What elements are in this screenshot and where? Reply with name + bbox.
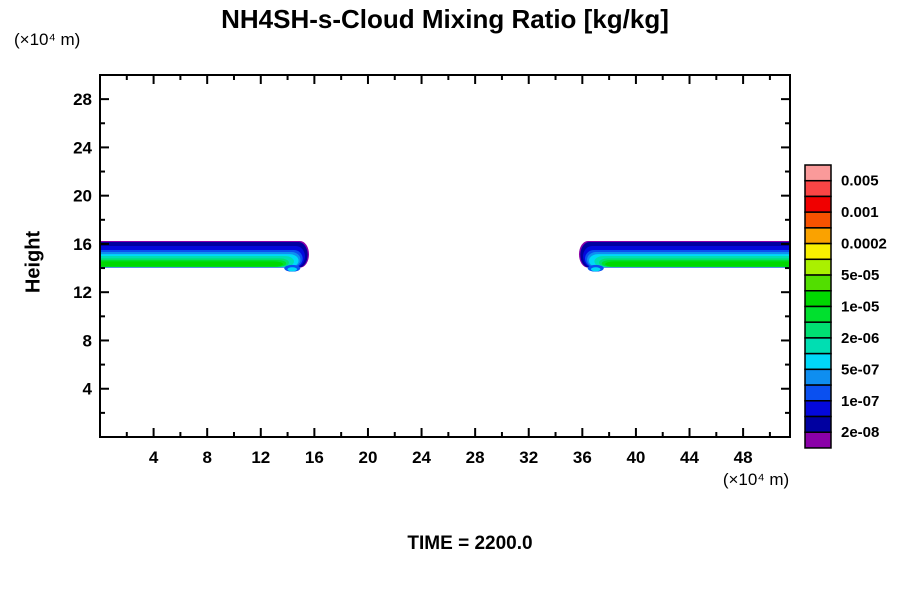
x-tick-label: 8 bbox=[202, 448, 211, 467]
colorbar-label: 5e-05 bbox=[841, 267, 879, 284]
cloud-band-hook-core bbox=[287, 267, 298, 272]
colorbar-label: 5e-07 bbox=[841, 361, 879, 378]
colorbar-box bbox=[804, 179, 832, 198]
x-tick-label: 40 bbox=[626, 448, 645, 467]
colorbar-box bbox=[804, 211, 832, 229]
plot-frame bbox=[99, 74, 791, 438]
colorbar-label: 0.0002 bbox=[841, 236, 887, 253]
colorbar-box bbox=[804, 415, 832, 433]
y-tick-label: 28 bbox=[73, 90, 92, 109]
colorbar-box bbox=[804, 290, 832, 308]
colorbar-box bbox=[804, 274, 832, 292]
colorbar-box bbox=[804, 431, 832, 449]
y-tick-label: 16 bbox=[73, 235, 92, 254]
colorbar-box bbox=[804, 164, 832, 182]
colorbar-label: 0.005 bbox=[841, 173, 879, 190]
y-tick-label: 4 bbox=[83, 380, 93, 399]
x-tick-label: 4 bbox=[149, 448, 159, 467]
x-tick-label: 44 bbox=[680, 448, 699, 467]
colorbar-box bbox=[804, 195, 832, 213]
x-tick-label: 36 bbox=[573, 448, 592, 467]
x-tick-label: 24 bbox=[412, 448, 431, 467]
cloud-band-layer bbox=[100, 261, 284, 267]
x-tick-label: 32 bbox=[519, 448, 538, 467]
colorbar-label: 2e-08 bbox=[841, 424, 879, 441]
x-tick-label: 20 bbox=[359, 448, 378, 467]
colorbar-label: 2e-06 bbox=[841, 330, 879, 347]
colorbar-box bbox=[804, 305, 832, 323]
colorbar-box bbox=[804, 227, 832, 245]
x-tick-label: 48 bbox=[734, 448, 753, 467]
colorbar-box bbox=[804, 242, 832, 261]
y-tick-label: 24 bbox=[73, 138, 92, 157]
colorbar-box bbox=[804, 258, 832, 276]
x-axis-unit: (×10⁴ m) bbox=[722, 470, 790, 489]
colorbar-box bbox=[804, 400, 832, 418]
time-label: TIME = 2200.0 bbox=[407, 533, 533, 554]
y-axis-unit: (×10⁴ m) bbox=[14, 30, 81, 49]
chart-title: NH4SH-s-Cloud Mixing Ratio [kg/kg] bbox=[221, 4, 669, 34]
cloud-band-hook-core bbox=[590, 267, 601, 272]
y-tick-label: 20 bbox=[73, 187, 92, 206]
colorbar-label: 1e-05 bbox=[841, 298, 879, 315]
colorbar-label: 1e-07 bbox=[841, 393, 879, 410]
colorbar-box bbox=[804, 321, 832, 339]
x-tick-label: 12 bbox=[251, 448, 270, 467]
colorbar-box bbox=[804, 352, 832, 371]
colorbar-box bbox=[804, 337, 832, 355]
colorbar-box bbox=[804, 384, 832, 402]
x-tick-label: 16 bbox=[305, 448, 324, 467]
colorbar-box bbox=[804, 368, 832, 386]
y-tick-label: 8 bbox=[83, 331, 92, 350]
x-tick-label: 28 bbox=[466, 448, 485, 467]
cloud-band-layer bbox=[605, 261, 790, 267]
colorbar-label: 0.001 bbox=[841, 204, 879, 221]
y-tick-label: 12 bbox=[73, 283, 92, 302]
